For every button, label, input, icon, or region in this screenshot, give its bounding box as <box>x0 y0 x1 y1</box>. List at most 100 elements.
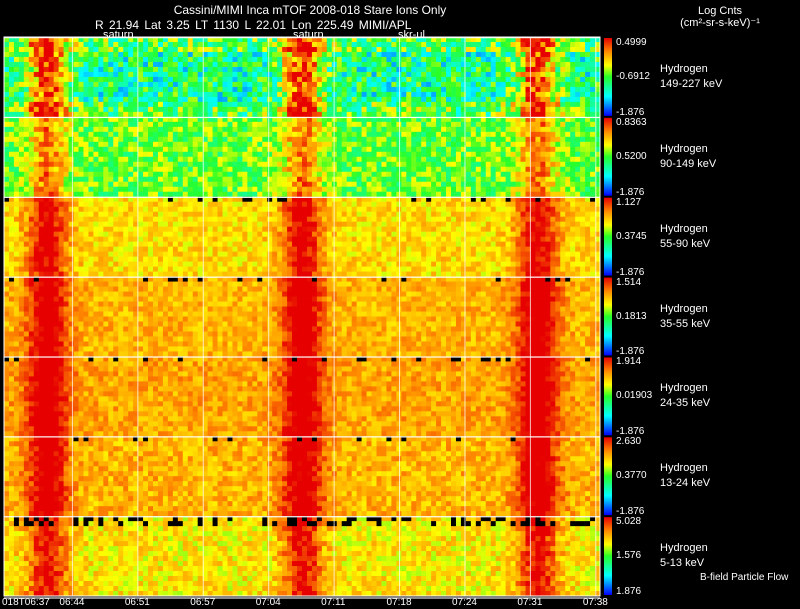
heatmap-cell <box>38 101 45 108</box>
heatmap-cell <box>431 121 437 128</box>
heatmap-cell <box>4 196 10 203</box>
heatmap-cell <box>287 56 293 63</box>
heatmap-cell <box>227 37 233 43</box>
heatmap-cell <box>406 76 412 83</box>
heatmap-cell <box>386 161 392 168</box>
heatmap-cell <box>143 121 149 128</box>
heatmap-cell <box>297 81 303 88</box>
heatmap-cell <box>346 216 353 223</box>
heatmap-cell <box>416 66 422 73</box>
heatmap-cell <box>262 46 268 53</box>
heatmap-cell <box>108 196 114 203</box>
heatmap-cell <box>341 41 348 48</box>
heatmap-cell <box>83 71 89 78</box>
heatmap-cell <box>187 256 194 262</box>
heatmap-cell <box>153 136 159 143</box>
heatmap-cell <box>391 191 397 198</box>
heatmap-cell <box>267 161 273 168</box>
heatmap-cell <box>118 166 124 173</box>
heatmap-cell <box>515 96 521 103</box>
heatmap-cell <box>4 251 10 258</box>
heatmap-cell <box>232 261 238 267</box>
heatmap-cell <box>143 106 149 113</box>
heatmap-cell <box>341 216 348 223</box>
heatmap-cell <box>421 111 427 118</box>
heatmap-cell <box>282 171 288 178</box>
heatmap-cell <box>182 91 189 98</box>
heatmap-cell <box>182 181 189 188</box>
heatmap-cell <box>500 76 507 83</box>
heatmap-cell <box>505 46 511 53</box>
heatmap-cell <box>93 171 99 178</box>
heatmap-cell <box>376 81 382 88</box>
heatmap-cell <box>63 226 69 233</box>
heatmap-cell <box>351 221 358 228</box>
heatmap-cell <box>43 56 50 63</box>
heatmap-cell <box>93 131 99 138</box>
heatmap-cell <box>560 156 566 163</box>
heatmap-cell <box>48 201 55 208</box>
heatmap-cell <box>252 261 258 267</box>
heatmap-cell <box>177 81 184 88</box>
heatmap-cell <box>73 91 79 98</box>
heatmap-cell <box>43 51 50 58</box>
heatmap-cell <box>416 141 422 148</box>
heatmap-cell <box>525 101 531 108</box>
heatmap-cell <box>58 171 64 178</box>
heatmap-cell <box>441 61 447 68</box>
heatmap-cell <box>73 176 79 183</box>
heatmap-cell <box>351 171 358 178</box>
heatmap-cell <box>381 176 387 183</box>
heatmap-cell <box>162 41 169 48</box>
heatmap-cell <box>212 61 218 68</box>
heatmap-cell <box>272 46 278 53</box>
heatmap-cell <box>28 116 35 123</box>
heatmap-cell <box>88 186 94 193</box>
heatmap-cell <box>78 86 84 93</box>
heatmap-cell <box>257 231 263 238</box>
heatmap-cell <box>545 121 551 128</box>
heatmap-cell <box>421 121 427 128</box>
heatmap-cell <box>227 56 233 63</box>
heatmap-cell <box>575 37 581 43</box>
heatmap-cell <box>416 171 422 178</box>
heatmap-cell <box>232 146 238 153</box>
heatmap-cell <box>182 156 189 163</box>
heatmap-cell <box>148 136 154 143</box>
heatmap-cell <box>177 226 184 233</box>
heatmap-cell <box>302 196 308 203</box>
heatmap-cell <box>108 241 114 248</box>
heatmap-cell <box>98 181 104 188</box>
heatmap-cell <box>545 136 551 143</box>
heatmap-cell <box>192 126 199 133</box>
heatmap-cell <box>441 91 447 98</box>
heatmap-cell <box>287 101 293 108</box>
heatmap-cell <box>202 76 209 83</box>
heatmap-cell <box>272 96 278 103</box>
heatmap-cell <box>267 236 273 243</box>
heatmap-cell <box>475 106 482 113</box>
heatmap-cell <box>545 141 551 148</box>
heatmap-cell <box>475 91 482 98</box>
heatmap-cell <box>48 96 55 103</box>
heatmap-cell <box>446 96 452 103</box>
heatmap-cell <box>376 51 382 58</box>
heatmap-cell <box>292 246 298 253</box>
heatmap-cell <box>267 251 273 258</box>
heatmap-cell <box>18 126 25 133</box>
heatmap-cell <box>555 46 561 53</box>
heatmap-cell <box>33 216 40 223</box>
heatmap-cell <box>376 141 382 148</box>
heatmap-cell <box>550 51 556 58</box>
heatmap-cell <box>306 76 313 83</box>
heatmap-cell <box>455 171 462 178</box>
heatmap-cell <box>580 81 586 88</box>
heatmap-cell <box>138 91 144 98</box>
heatmap-cell <box>43 211 50 218</box>
heatmap-cell <box>73 256 79 262</box>
heatmap-cell <box>53 71 60 78</box>
heatmap-cell <box>197 246 204 253</box>
heatmap-cell <box>455 181 462 188</box>
heatmap-cell <box>321 176 328 183</box>
heatmap-cell <box>128 141 134 148</box>
